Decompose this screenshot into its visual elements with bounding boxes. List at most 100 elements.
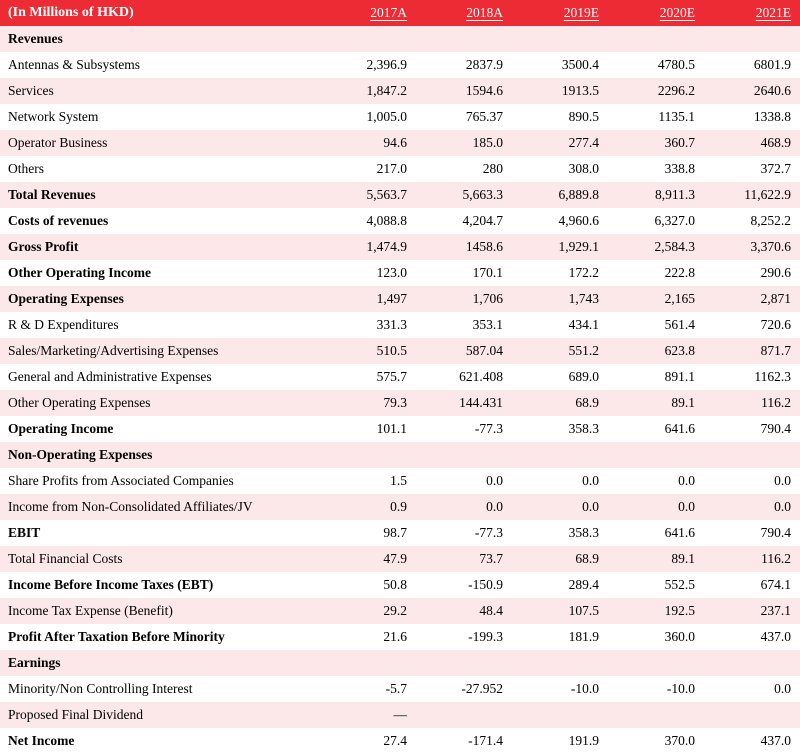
cell-value: 116.2	[761, 395, 791, 410]
row-label: Antennas & Subsystems	[8, 57, 141, 72]
cell-value: 0.0	[774, 473, 791, 488]
row-label: Income Tax Expense (Benefit)	[8, 603, 173, 618]
cell-value: 674.1	[760, 577, 791, 592]
cell-value: 790.4	[760, 421, 791, 436]
cell-value: 222.8	[664, 265, 695, 280]
cell-value	[320, 26, 416, 52]
cell-value	[512, 702, 608, 728]
cell-value: -171.4	[468, 733, 503, 748]
cell-value: -77.3	[474, 421, 503, 436]
cell-value: 68.9	[575, 551, 599, 566]
cell-value: 621.408	[459, 369, 503, 384]
cell-value: 1458.6	[465, 239, 503, 254]
row-label: Non-Operating Expenses	[8, 447, 153, 462]
table-row: Operator Business 94.6 185.0 277.4 360.7 468.…	[0, 130, 800, 156]
cell-value	[416, 650, 512, 676]
cell-value: 94.6	[383, 135, 407, 150]
table-row: Gross Profit 1,474.9 1458.6 1,929.1 2,584.3 3…	[0, 234, 800, 260]
cell-value: 308.0	[568, 161, 599, 176]
cell-value	[416, 702, 512, 728]
cell-value: 237.1	[760, 603, 791, 618]
cell-value: 1,706	[472, 291, 503, 306]
cell-value: 358.3	[568, 525, 599, 540]
cell-value: -150.9	[468, 577, 503, 592]
cell-value: 890.5	[568, 109, 599, 124]
cell-value: 5,563.7	[366, 187, 408, 202]
table-body: Revenues Antennas & Subsystems 2,396.9 2837…	[0, 26, 800, 753]
row-label: Sales/Marketing/Advertising Expenses	[8, 343, 219, 358]
cell-value: 2,584.3	[654, 239, 696, 254]
table-row: Net Income 27.4 -171.4 191.9 370.0 437.0	[0, 728, 800, 753]
cell-value: 5,663.3	[462, 187, 504, 202]
row-label: Operator Business	[8, 135, 108, 150]
row-label: Others	[8, 161, 44, 176]
cell-value: 89.1	[671, 395, 695, 410]
table-row: Other Operating Expenses 79.3 144.431 68.9 8…	[0, 390, 800, 416]
table-row: EBIT 98.7 -77.3 358.3 641.6 790.4	[0, 520, 800, 546]
cell-value: 6,327.0	[654, 213, 696, 228]
cell-value	[704, 26, 800, 52]
cell-value: 0.0	[486, 473, 503, 488]
row-label: Proposed Final Dividend	[8, 707, 143, 722]
cell-value: 370.0	[664, 733, 695, 748]
table-row: Profit After Taxation Before Minority 21.…	[0, 624, 800, 650]
column-header-2020e: 2020E	[659, 5, 695, 20]
cell-value: 0.0	[774, 499, 791, 514]
table-row: Operating Income 101.1 -77.3 358.3 641.6 790.…	[0, 416, 800, 442]
cell-value	[608, 26, 704, 52]
row-label: R & D Expenditures	[8, 317, 119, 332]
cell-value: 437.0	[760, 629, 791, 644]
header-row: (In Millions of HKD) 2017A 2018A 2019E 2…	[0, 0, 800, 26]
cell-value: 8,911.3	[655, 187, 695, 202]
cell-value: -10.0	[666, 681, 695, 696]
cell-value: 181.9	[568, 629, 599, 644]
cell-value: 2296.2	[657, 83, 695, 98]
cell-value: 3,370.6	[750, 239, 792, 254]
table-row: Network System 1,005.0 765.37 890.5 1135.1 13…	[0, 104, 800, 130]
cell-value: 1,474.9	[366, 239, 408, 254]
cell-value: 0.0	[486, 499, 503, 514]
cell-value: 0.0	[582, 499, 599, 514]
column-header-2017a: 2017A	[370, 5, 407, 20]
cell-value: 172.2	[568, 265, 599, 280]
row-label: Gross Profit	[8, 239, 79, 254]
row-label: Minority/Non Controlling Interest	[8, 681, 193, 696]
cell-value: 338.8	[664, 161, 695, 176]
cell-value: 510.5	[376, 343, 407, 358]
cell-value: 1913.5	[561, 83, 599, 98]
cell-value: 765.37	[465, 109, 503, 124]
cell-value	[608, 650, 704, 676]
cell-value: 192.5	[664, 603, 695, 618]
cell-value: 48.4	[479, 603, 503, 618]
column-header-2021e: 2021E	[755, 5, 791, 20]
table-row: Sales/Marketing/Advertising Expenses 510.…	[0, 338, 800, 364]
cell-value: 434.1	[568, 317, 599, 332]
table-row: Proposed Final Dividend —	[0, 702, 800, 728]
cell-value: 2,871	[760, 291, 791, 306]
row-label: Operating Income	[8, 421, 114, 436]
cell-value: 790.4	[760, 525, 791, 540]
cell-value: -5.7	[385, 681, 407, 696]
cell-value: 79.3	[383, 395, 407, 410]
cell-value: 73.7	[479, 551, 503, 566]
cell-value: 185.0	[472, 135, 503, 150]
cell-value: 331.3	[376, 317, 407, 332]
cell-value: 27.4	[383, 733, 407, 748]
cell-value: 552.5	[664, 577, 695, 592]
cell-value: 1594.6	[465, 83, 503, 98]
section-row: Earnings	[0, 650, 800, 676]
cell-value: 468.9	[760, 135, 791, 150]
table-row: Total Revenues 5,563.7 5,663.3 6,889.8 8,911…	[0, 182, 800, 208]
row-label: Share Profits from Associated Companies	[8, 473, 234, 488]
row-label: Profit After Taxation Before Minority	[8, 629, 225, 644]
cell-value: 2,165	[664, 291, 695, 306]
cell-value: 68.9	[575, 395, 599, 410]
cell-value: 6801.9	[753, 57, 791, 72]
cell-value: 116.2	[761, 551, 791, 566]
cell-value: 575.7	[376, 369, 407, 384]
cell-value: 4,204.7	[462, 213, 504, 228]
cell-value: 89.1	[671, 551, 695, 566]
row-label: Total Financial Costs	[8, 551, 123, 566]
table-row: Income from Non-Consolidated Affiliates/…	[0, 494, 800, 520]
